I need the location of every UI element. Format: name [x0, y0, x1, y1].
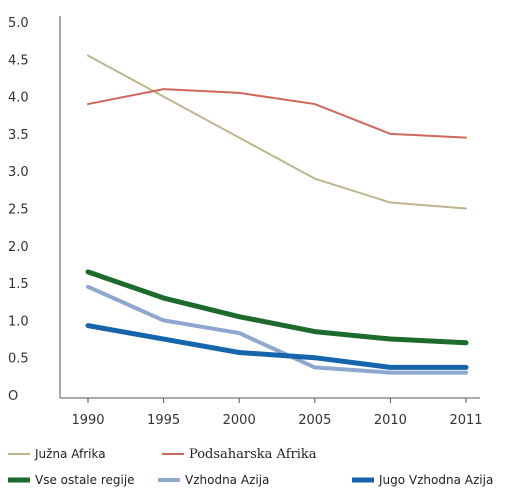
y-tick-label: 4.5 [8, 53, 29, 68]
x-tick-label: 2000 [223, 413, 256, 428]
y-tick-label: 4.0 [8, 91, 29, 106]
y-tick-label: 0.5 [8, 352, 29, 367]
y-tick-label: 1.0 [8, 314, 29, 329]
series-lines [85, 54, 469, 375]
series-line-4 [86, 284, 468, 375]
legend-label: Vse ostale regije [35, 473, 135, 487]
x-tick-label: 1990 [71, 413, 104, 428]
series-line-3 [85, 269, 469, 346]
legend: Južna Afrika Podsaharska Afrika Vse ostale… [8, 447, 493, 487]
series-line-5 [85, 323, 469, 370]
x-tick-label: 2011 [449, 413, 482, 428]
series-line-1 [87, 54, 467, 210]
y-tick-label: 3.0 [8, 165, 29, 180]
legend-label: Južna Afrika [34, 447, 106, 461]
y-axis-ticks: O 0.5 1.0 1.5 2.0 2.5 3.0 3.5 4.0 4.5 5.0 [8, 16, 29, 404]
x-tick-label: 2005 [298, 413, 331, 428]
y-tick-label: 1.5 [8, 277, 29, 292]
y-tick-label: 5.0 [8, 16, 29, 31]
y-tick-label: 3.5 [8, 128, 29, 143]
y-tick-label: 2.0 [8, 240, 29, 255]
y-tick-label: 2.5 [8, 203, 29, 218]
x-axis-ticks: 1990 1995 2000 2005 2010 2011 [71, 398, 483, 428]
y-tick-label: O [8, 389, 18, 404]
x-tick-label: 1995 [147, 413, 180, 428]
legend-label: Vzhodna Azija [185, 473, 269, 487]
x-tick-label: 2010 [374, 413, 407, 428]
series-line-2 [87, 88, 467, 139]
legend-label: Podsaharska Afrika [189, 447, 317, 462]
legend-label: Jugo Vzhodna Azija [378, 473, 493, 487]
